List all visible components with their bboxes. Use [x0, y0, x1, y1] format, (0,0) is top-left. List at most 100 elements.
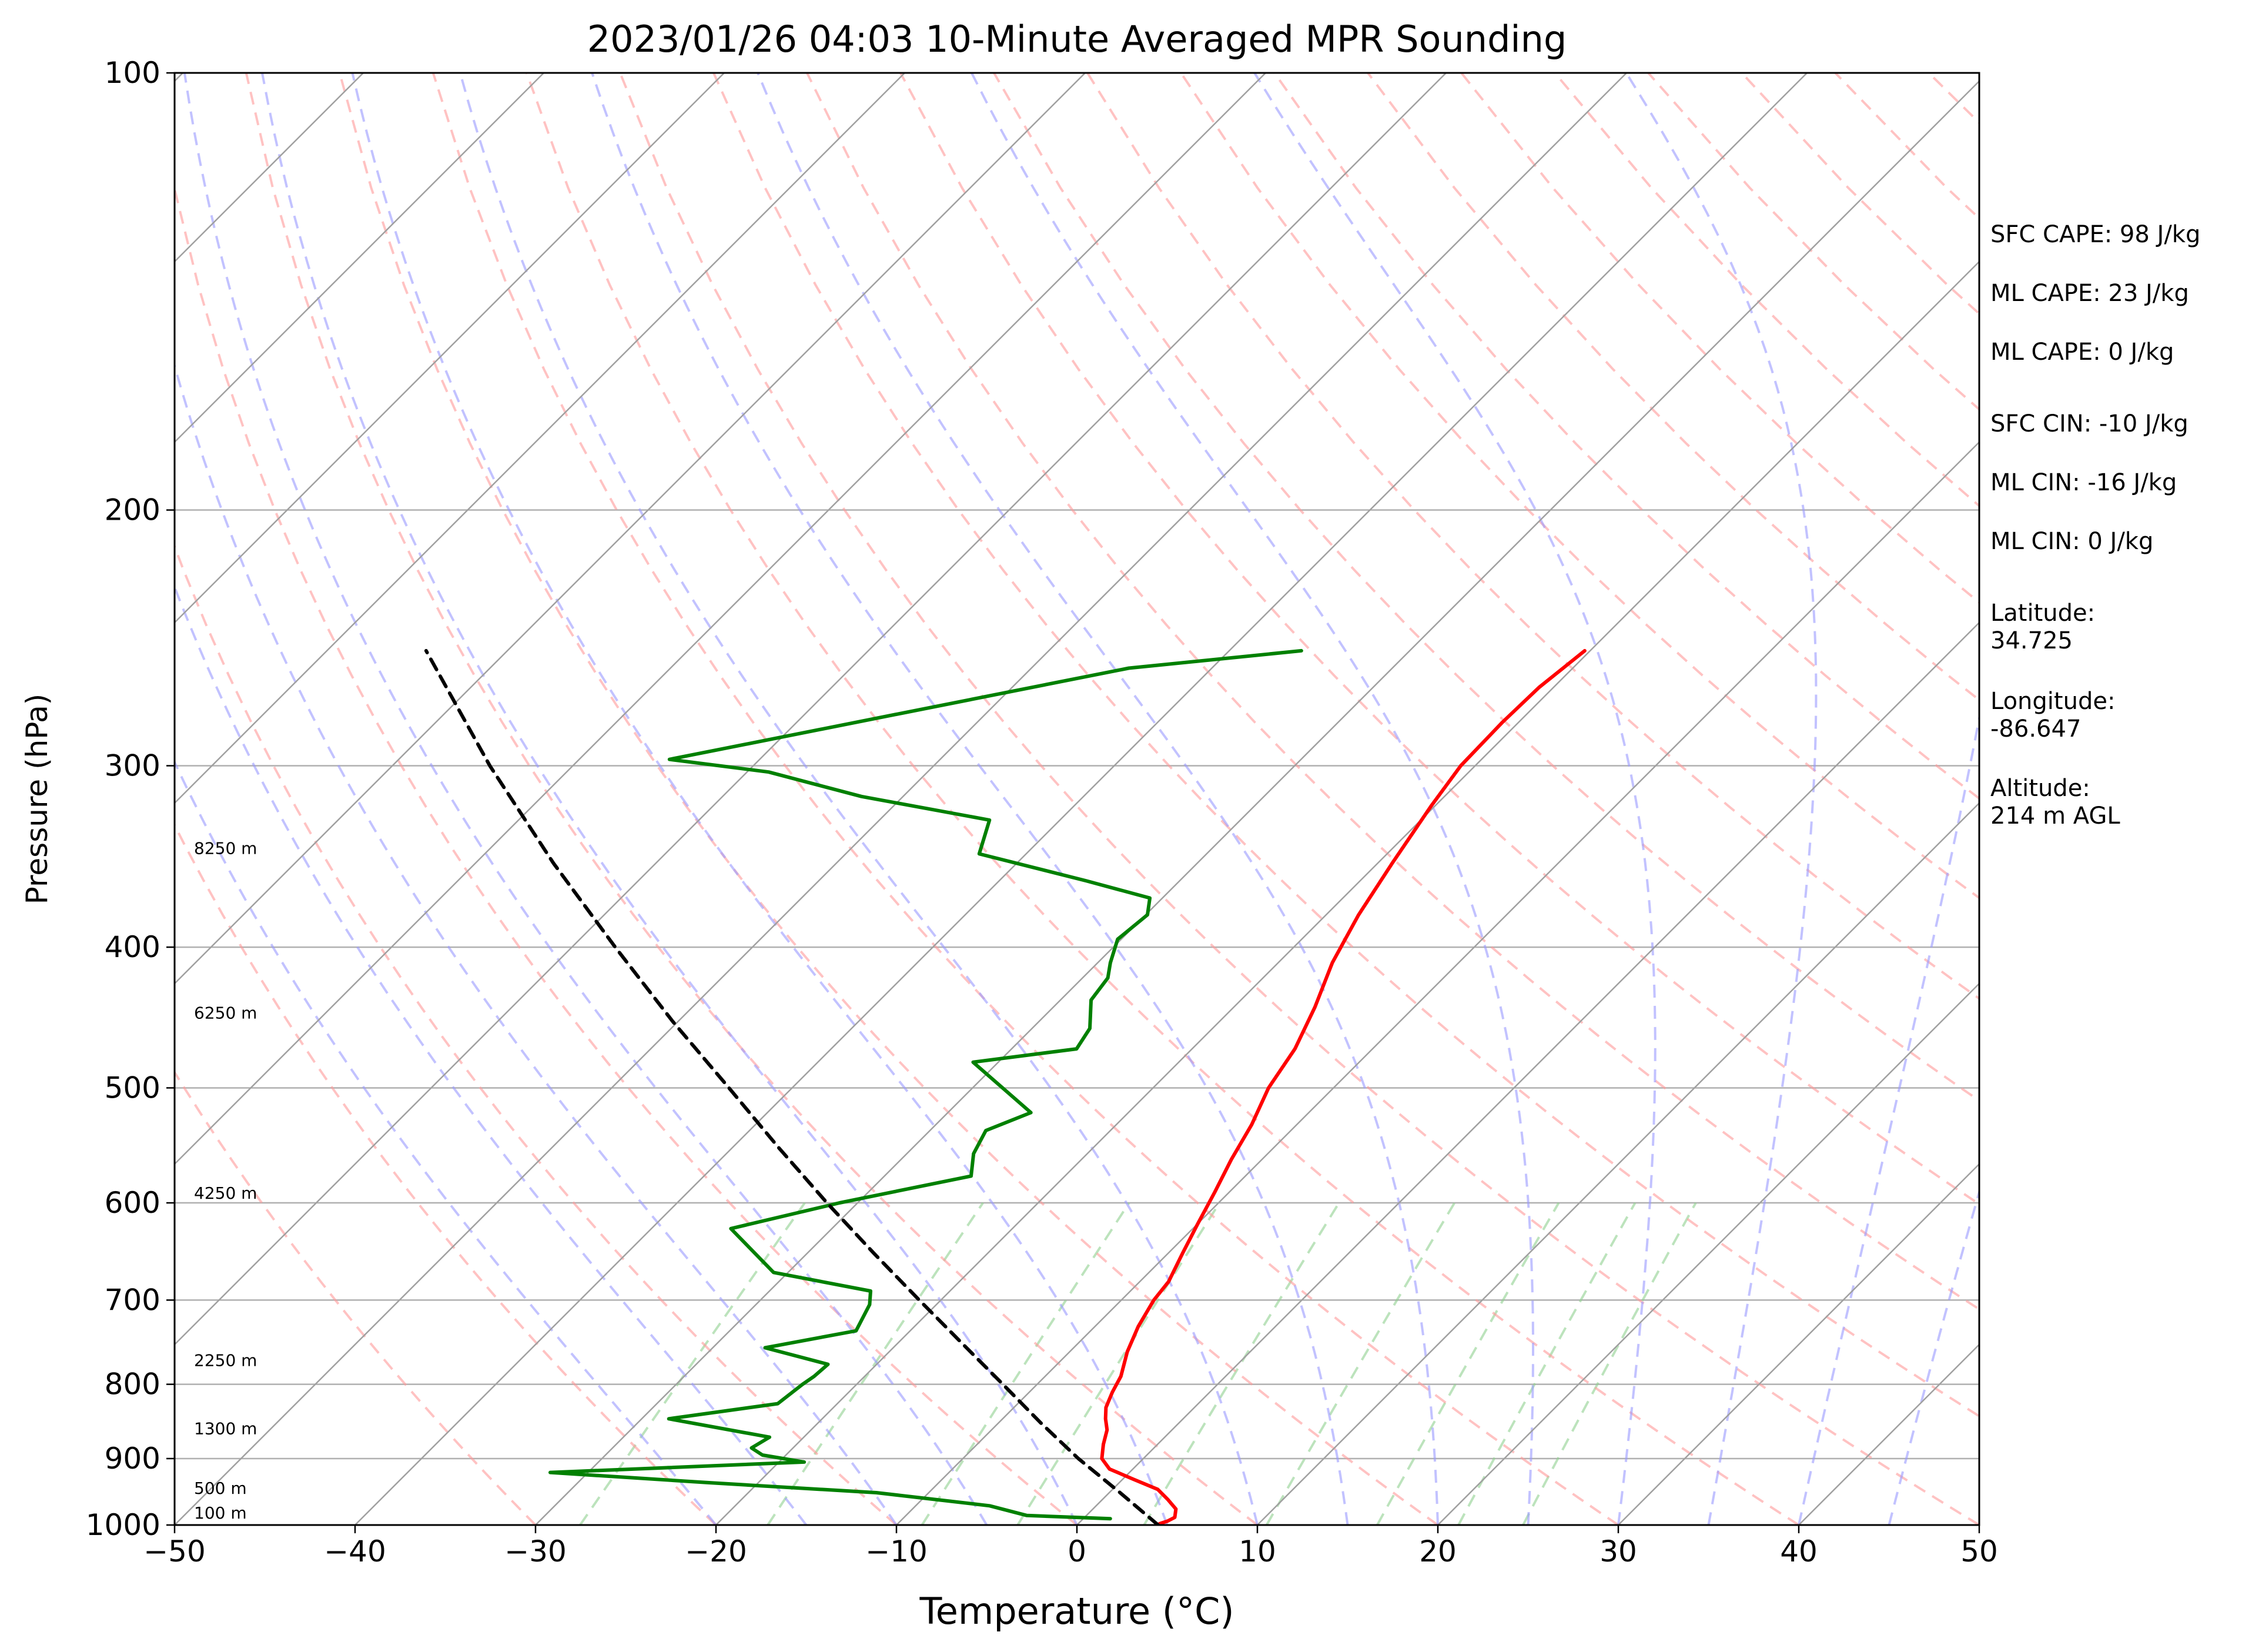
- background-grid: [175, 72, 1979, 1526]
- y-axis: 100 200 300 400 500 600 700 800 900 1000: [86, 56, 175, 1542]
- info-text: 214 m AGL: [1990, 802, 2120, 830]
- x-tick-label: 50: [1960, 1534, 1998, 1569]
- dry-adiabat-line: [338, 73, 1439, 1525]
- moist-adiabat-line: [757, 73, 1439, 1525]
- dewpoint-trace: [548, 648, 1303, 1521]
- y-tick-label: 700: [105, 1283, 160, 1317]
- y-axis-label: Pressure (hPa): [20, 694, 54, 905]
- mixing-ratio-line: [1016, 1202, 1221, 1525]
- x-tick-label: −10: [865, 1534, 928, 1569]
- info-text: 34.725: [1990, 627, 2073, 654]
- mixing-ratio-line: [1376, 1202, 1560, 1525]
- dry-adiabat-line: [993, 73, 1979, 1102]
- isotherm-line: [175, 73, 1266, 1165]
- y-tick-label: 400: [105, 930, 160, 964]
- isotherm-line: [1618, 1163, 1979, 1525]
- isotherm-line: [175, 73, 725, 624]
- isotherm-line: [175, 73, 1086, 985]
- mixing-ratio-line: [921, 1202, 1130, 1525]
- dry-adiabat-line: [175, 183, 1078, 1525]
- x-tick-label: 30: [1599, 1534, 1637, 1569]
- info-text: ML CAPE: 0 J/kg: [1990, 339, 2174, 366]
- dry-adiabat-line: [1367, 73, 1979, 702]
- height-label: 6250 m: [194, 1004, 257, 1023]
- height-label: 500 m: [194, 1479, 247, 1498]
- y-tick-label: 800: [105, 1367, 160, 1402]
- dry-adiabat-line: [431, 73, 1619, 1525]
- info-text: ML CIN: 0 J/kg: [1990, 528, 2153, 555]
- moist-adiabat-line: [175, 362, 898, 1525]
- dry-adiabat-line: [175, 822, 717, 1525]
- info-text: -86.647: [1990, 715, 2081, 743]
- height-labels: 100 m 500 m 1300 m 2250 m 4250 m 6250 m 8250 m: [194, 838, 257, 1523]
- parcel-path-trace: [424, 648, 1160, 1525]
- dry-adiabat-line: [1086, 73, 1979, 1001]
- x-axis: −50 −40 −30 −20 −10 0 10 20 30 40 50: [143, 1525, 1998, 1569]
- isotherm-line: [1076, 621, 1979, 1525]
- moist-adiabat-line: [175, 759, 717, 1525]
- moist-adiabat-line: [351, 73, 1169, 1525]
- isotherm-line: [896, 441, 1979, 1525]
- mixing-ratio-line: [579, 1202, 806, 1525]
- mixing-ratio-line: [1265, 1202, 1456, 1525]
- moist-adiabat-line: [175, 584, 808, 1525]
- moist-adiabat-line: [261, 73, 1078, 1525]
- x-tick-label: −40: [324, 1534, 386, 1569]
- height-label: 1300 m: [194, 1419, 257, 1439]
- x-tick-label: 20: [1419, 1534, 1457, 1569]
- dry-adiabat-line: [1273, 73, 1979, 800]
- dry-adiabat-line: [526, 73, 1800, 1525]
- info-text: Altitude:: [1990, 775, 2090, 802]
- x-tick-label: −50: [143, 1534, 206, 1569]
- info-text: ML CAPE: 23 J/kg: [1990, 280, 2189, 307]
- moist-adiabat-line: [971, 73, 1534, 1525]
- x-tick-label: 0: [1068, 1534, 1086, 1569]
- sounding-info-panel: SFC CAPE: 98 J/kg ML CAPE: 23 J/kg ML CAPE…: [1990, 221, 2200, 830]
- temperature-trace: [1100, 648, 1587, 1525]
- moist-adiabat-line: [459, 73, 1259, 1525]
- moist-adiabat-line: [1798, 712, 1979, 1525]
- isotherm-line: [175, 73, 364, 263]
- mixing-ratio-line: [767, 1202, 984, 1525]
- dry-adiabat-line: [619, 73, 1979, 1525]
- mixing-ratio-lines: [579, 1202, 1697, 1525]
- x-tick-label: 40: [1780, 1534, 1818, 1569]
- isotherm-line: [175, 73, 544, 443]
- isotherm-line: [175, 73, 905, 804]
- dry-adiabat-line: [175, 1070, 537, 1525]
- dry-adiabat-line: [175, 543, 898, 1525]
- mixing-ratio-line: [1522, 1202, 1697, 1525]
- y-tick-label: 200: [105, 493, 160, 527]
- height-label: 8250 m: [194, 838, 257, 858]
- x-axis-label: Temperature (°C): [919, 1590, 1234, 1633]
- dry-adiabat-line: [712, 73, 1979, 1418]
- x-tick-label: −20: [685, 1534, 747, 1569]
- isotherm-line: [175, 73, 1447, 1346]
- x-tick-label: −30: [504, 1534, 567, 1569]
- info-text: SFC CIN: -10 J/kg: [1990, 410, 2189, 437]
- isotherm-line: [535, 80, 1979, 1525]
- height-label: 2250 m: [194, 1350, 257, 1370]
- y-tick-label: 900: [105, 1442, 160, 1476]
- y-tick-label: 100: [105, 56, 160, 90]
- isotherm-line: [0, 73, 2, 1525]
- x-tick-label: 10: [1239, 1534, 1276, 1569]
- info-text: ML CIN: -16 J/kg: [1990, 469, 2177, 496]
- dry-adiabat-line: [806, 73, 1979, 1311]
- isotherm-line: [1437, 982, 1979, 1525]
- isotherm-line: [1257, 802, 1979, 1525]
- moist-adiabats: [175, 73, 1979, 1525]
- mixing-ratio-line: [1143, 1202, 1340, 1525]
- moist-adiabat-line: [183, 73, 988, 1525]
- height-label: 4250 m: [194, 1183, 257, 1203]
- moist-adiabat-line: [591, 73, 1349, 1525]
- info-text: Latitude:: [1990, 600, 2095, 627]
- y-tick-label: 500: [105, 1071, 160, 1105]
- moist-adiabat-line: [1625, 73, 1818, 1525]
- isotherm-line: [354, 73, 1808, 1525]
- info-text: Longitude:: [1990, 688, 2115, 715]
- y-tick-label: 1000: [86, 1508, 160, 1542]
- isotherm-line: [715, 260, 1979, 1525]
- y-tick-label: 600: [105, 1186, 160, 1220]
